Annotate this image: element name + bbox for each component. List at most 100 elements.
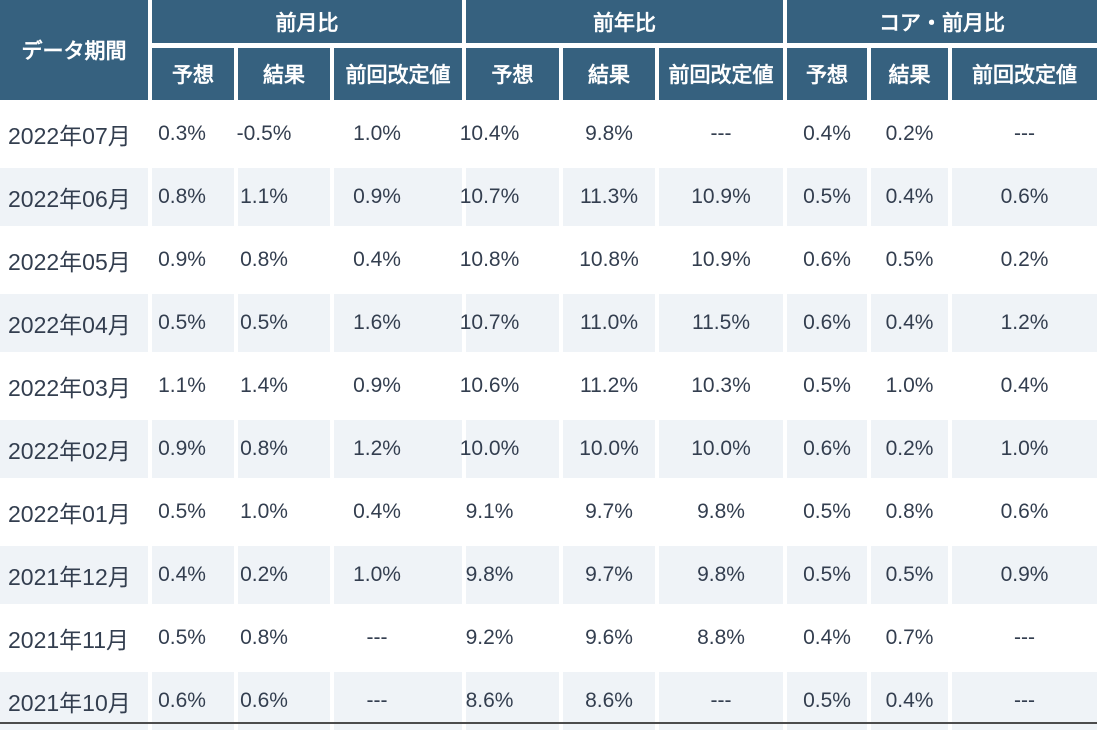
value-cell: --- <box>952 609 1097 667</box>
value-cell: --- <box>334 609 462 667</box>
value-cell: 9.8% <box>659 546 783 604</box>
value-cell: --- <box>952 105 1097 163</box>
value-cell: 0.6% <box>787 294 867 352</box>
period-cell: 2022年07月 <box>0 105 148 163</box>
value-cell: 1.0% <box>334 546 462 604</box>
value-cell: 9.8% <box>659 483 783 541</box>
value-cell: 0.5% <box>871 231 948 289</box>
value-cell: 9.6% <box>563 609 655 667</box>
value-cell: 0.4% <box>871 294 948 352</box>
value-cell: 11.3% <box>563 168 655 226</box>
value-cell: 0.2% <box>871 105 948 163</box>
period-cell: 2021年12月 <box>0 546 148 604</box>
subheader-mom-revised: 前回改定値 <box>334 48 462 100</box>
group-header-core-mom: コア・前月比 <box>787 0 1097 43</box>
table-bottom-border <box>0 722 1097 724</box>
group-header-mom: 前月比 <box>152 0 462 43</box>
value-cell: 10.7% <box>460 168 559 226</box>
value-cell: 9.7% <box>563 483 655 541</box>
value-cell: 0.7% <box>871 609 948 667</box>
value-cell: 0.8% <box>238 609 330 667</box>
subheader-yoy-result: 結果 <box>563 48 655 100</box>
period-cell: 2022年06月 <box>0 168 148 226</box>
value-cell: 0.9% <box>334 357 462 415</box>
value-cell: 0.9% <box>334 168 462 226</box>
value-cell: 0.5% <box>152 483 234 541</box>
value-cell: 0.5% <box>787 546 867 604</box>
value-cell: 0.5% <box>152 609 234 667</box>
value-cell: 0.4% <box>952 357 1097 415</box>
period-cell: 2022年01月 <box>0 483 148 541</box>
value-cell: 0.4% <box>871 168 948 226</box>
value-cell: 9.8% <box>563 105 655 163</box>
value-cell: 0.5% <box>787 357 867 415</box>
value-cell: 0.5% <box>871 546 948 604</box>
subheader-mom-forecast: 予想 <box>152 48 234 100</box>
value-cell: 8.6% <box>563 672 655 730</box>
value-cell: 1.1% <box>152 357 234 415</box>
value-cell: 1.0% <box>238 483 330 541</box>
value-cell: 0.6% <box>952 483 1097 541</box>
value-cell: 1.0% <box>871 357 948 415</box>
value-cell: 9.1% <box>466 483 559 541</box>
value-cell: 0.8% <box>238 231 330 289</box>
subheader-core-result: 結果 <box>871 48 948 100</box>
value-cell: 10.7% <box>460 294 559 352</box>
value-cell: 0.2% <box>952 231 1097 289</box>
value-cell: 0.9% <box>952 546 1097 604</box>
value-cell: 0.6% <box>787 231 867 289</box>
subheader-yoy-forecast: 予想 <box>466 48 559 100</box>
value-cell: 0.2% <box>238 546 330 604</box>
value-cell: --- <box>952 672 1097 730</box>
value-cell: 0.4% <box>871 672 948 730</box>
value-cell: --- <box>659 105 783 163</box>
value-cell: 0.5% <box>787 168 867 226</box>
value-cell: 10.9% <box>659 168 783 226</box>
value-cell: 0.5% <box>152 294 234 352</box>
value-cell: 0.9% <box>152 420 234 478</box>
value-cell: 10.3% <box>659 357 783 415</box>
period-cell: 2022年04月 <box>0 294 148 352</box>
value-cell: --- <box>334 672 462 730</box>
value-cell: 0.4% <box>787 105 867 163</box>
group-header-yoy: 前年比 <box>466 0 783 43</box>
value-cell: 0.5% <box>238 294 330 352</box>
value-cell: 11.5% <box>659 294 783 352</box>
value-cell: 0.5% <box>787 672 867 730</box>
value-cell: 8.8% <box>659 609 783 667</box>
value-cell: -0.5% <box>237 105 330 163</box>
value-cell: 9.2% <box>466 609 559 667</box>
subheader-core-revised: 前回改定値 <box>952 48 1097 100</box>
period-cell: 2022年05月 <box>0 231 148 289</box>
value-cell: --- <box>659 672 783 730</box>
value-cell: 0.6% <box>238 672 330 730</box>
value-cell: 11.0% <box>563 294 655 352</box>
period-cell: 2022年03月 <box>0 357 148 415</box>
value-cell: 1.2% <box>334 420 462 478</box>
value-cell: 11.2% <box>563 357 655 415</box>
value-cell: 10.4% <box>460 105 559 163</box>
value-cell: 10.0% <box>659 420 783 478</box>
value-cell: 0.9% <box>152 231 234 289</box>
value-cell: 10.0% <box>460 420 559 478</box>
value-cell: 10.6% <box>460 357 559 415</box>
value-cell: 1.1% <box>238 168 330 226</box>
subheader-mom-result: 結果 <box>238 48 330 100</box>
value-cell: 0.8% <box>238 420 330 478</box>
value-cell: 0.5% <box>787 483 867 541</box>
value-cell: 9.7% <box>563 546 655 604</box>
value-cell: 1.6% <box>334 294 462 352</box>
value-cell: 8.6% <box>466 672 559 730</box>
value-cell: 0.6% <box>787 420 867 478</box>
value-cell: 1.2% <box>952 294 1097 352</box>
subheader-yoy-revised: 前回改定値 <box>659 48 783 100</box>
value-cell: 0.2% <box>871 420 948 478</box>
value-cell: 0.8% <box>152 168 234 226</box>
value-cell: 0.4% <box>334 231 462 289</box>
subheader-core-forecast: 予想 <box>787 48 867 100</box>
value-cell: 0.4% <box>787 609 867 667</box>
column-header-period: データ期間 <box>0 0 148 100</box>
value-cell: 1.0% <box>952 420 1097 478</box>
